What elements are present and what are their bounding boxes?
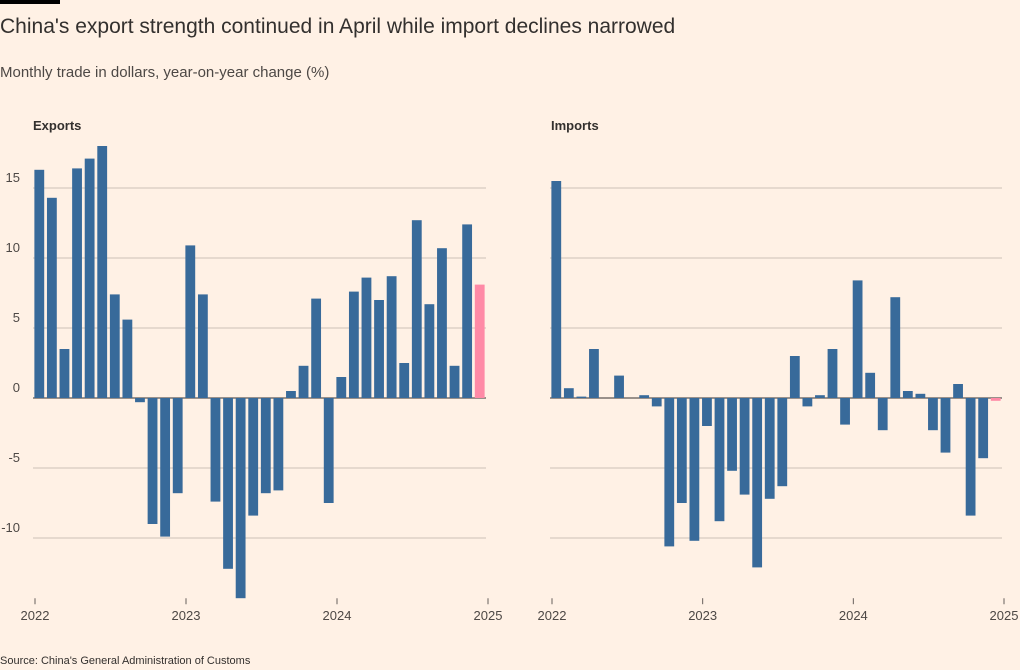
imports-panel-title: Imports	[551, 118, 599, 133]
exports-panel-title: Exports	[33, 118, 81, 133]
imports-bar	[902, 391, 913, 398]
exports-bar	[348, 291, 359, 398]
imports-bar	[752, 398, 763, 568]
exports-bar	[462, 224, 473, 398]
exports-y-tick-label: -10	[1, 520, 20, 535]
exports-bar	[185, 245, 196, 398]
exports-bar	[197, 294, 208, 398]
exports-bar	[122, 319, 133, 398]
source-note: Source: China's General Administration o…	[0, 655, 251, 667]
imports-bar	[865, 372, 876, 398]
imports-bar	[614, 375, 624, 398]
imports-bar	[815, 395, 825, 398]
exports-bar	[311, 298, 322, 398]
imports-bar	[651, 398, 662, 407]
charts-area: Exports 15 10 5 0 -5 -10 2022 2023 2024 2025 Import…	[1, 118, 1019, 623]
exports-bar	[223, 398, 233, 569]
exports-bar	[59, 349, 70, 398]
imports-x-tick-label: 2024	[839, 608, 868, 623]
imports-bar	[576, 396, 587, 398]
exports-x-tick-label: 2024	[323, 608, 352, 623]
exports-bar	[109, 294, 120, 398]
exports-y-tick-label: 5	[13, 310, 20, 325]
exports-bar	[84, 158, 95, 398]
exports-bar	[46, 197, 57, 398]
exports-bar	[34, 169, 45, 398]
exports-bar	[210, 398, 221, 502]
imports-x-tick-label: 2025	[990, 608, 1019, 623]
imports-bar	[727, 398, 737, 471]
exports-bar	[323, 398, 334, 503]
exports-bar	[286, 391, 296, 398]
imports-bar	[589, 349, 599, 398]
exports-bar	[248, 398, 259, 516]
exports-bar	[97, 146, 108, 398]
imports-bar	[953, 384, 963, 398]
imports-bar	[802, 398, 813, 407]
imports-bar	[965, 398, 976, 516]
exports-bar	[160, 398, 171, 537]
exports-bar	[298, 365, 309, 398]
exports-bar	[235, 398, 246, 599]
exports-bar	[449, 365, 460, 398]
imports-bar	[714, 398, 725, 522]
exports-bar	[361, 277, 372, 398]
exports-bar	[260, 398, 271, 494]
exports-bar	[399, 363, 410, 398]
imports-bar	[978, 398, 989, 459]
imports-bar	[676, 398, 687, 503]
exports-x-tick-label: 2022	[21, 608, 50, 623]
exports-bar	[386, 276, 397, 398]
exports-y-tick-label: 0	[13, 380, 20, 395]
imports-bar	[827, 349, 838, 398]
exports-bar	[424, 304, 435, 398]
exports-bar	[135, 398, 145, 403]
imports-bar	[940, 398, 951, 453]
chart-subtitle: Monthly trade in dollars, year-on-year c…	[0, 64, 330, 81]
exports-y-tick-label: 10	[6, 240, 20, 255]
imports-bar	[915, 393, 926, 398]
exports-bar	[474, 284, 485, 398]
imports-x-tick-label: 2022	[538, 608, 567, 623]
imports-bar	[852, 280, 863, 398]
exports-bar	[147, 398, 158, 524]
exports-bar	[72, 168, 82, 398]
exports-y-tick-label: -5	[8, 450, 20, 465]
imports-bar	[777, 398, 788, 487]
imports-bar	[551, 181, 562, 398]
exports-x-tick-label: 2025	[474, 608, 503, 623]
imports-bar	[877, 398, 888, 431]
exports-bar	[437, 248, 447, 398]
imports-bar	[639, 395, 650, 398]
exports-bar	[411, 220, 422, 398]
imports-bar	[563, 388, 574, 398]
imports-bar	[764, 398, 775, 499]
exports-y-tick-label: 15	[6, 170, 20, 185]
exports-x-tick-label: 2023	[172, 608, 201, 623]
imports-bar	[739, 398, 750, 495]
imports-bar	[990, 398, 1001, 401]
imports-bar	[789, 356, 800, 398]
imports-bar	[840, 398, 850, 425]
imports-bar	[890, 297, 901, 398]
exports-bar	[374, 300, 384, 398]
imports-bar	[928, 398, 938, 431]
chart-title: China's export strength continued in Apr…	[0, 15, 676, 38]
header-accent-bar	[0, 0, 60, 4]
imports-bar	[702, 398, 712, 426]
exports-bar	[336, 377, 347, 398]
imports-bar	[689, 398, 700, 541]
imports-bar	[664, 398, 675, 547]
exports-bar	[273, 398, 284, 491]
imports-x-tick-label: 2023	[688, 608, 717, 623]
exports-bar	[172, 398, 183, 494]
